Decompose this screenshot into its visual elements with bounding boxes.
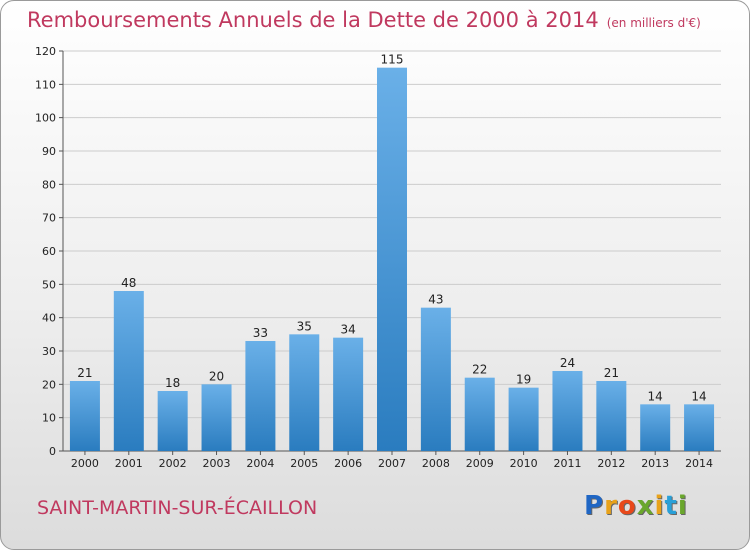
bar xyxy=(69,381,100,451)
y-tick-label: 80 xyxy=(42,178,56,191)
x-tick-label: 2008 xyxy=(422,457,450,470)
bar xyxy=(596,381,627,451)
y-tick-label: 120 xyxy=(35,45,56,58)
logo-letter: i xyxy=(677,491,688,521)
x-tick-label: 2000 xyxy=(71,457,99,470)
data-label: 34 xyxy=(340,323,355,337)
data-label: 22 xyxy=(472,363,487,377)
commune-name: SAINT-MARTIN-SUR-ÉCAILLON xyxy=(37,497,318,519)
data-label: 33 xyxy=(253,326,268,340)
bar xyxy=(464,377,495,451)
data-label: 115 xyxy=(381,53,404,67)
y-tick-label: 60 xyxy=(42,245,56,258)
data-label: 21 xyxy=(77,366,92,380)
y-tick-label: 0 xyxy=(49,445,56,458)
x-tick-label: 2006 xyxy=(334,457,362,470)
bar xyxy=(377,67,407,452)
bar xyxy=(420,307,451,451)
bar xyxy=(684,404,715,451)
x-tick-label: 2005 xyxy=(290,457,318,470)
bar xyxy=(552,371,583,451)
y-tick-label: 100 xyxy=(35,112,56,125)
chart-title: Remboursements Annuels de la Dette de 20… xyxy=(27,8,701,32)
x-tick-label: 2012 xyxy=(597,457,625,470)
data-label: 24 xyxy=(560,356,575,370)
x-tick-label: 2001 xyxy=(115,457,143,470)
bar xyxy=(201,384,232,451)
bar xyxy=(113,291,144,451)
data-label: 43 xyxy=(428,293,443,307)
y-tick-label: 10 xyxy=(42,412,56,425)
x-tick-label: 2010 xyxy=(510,457,538,470)
logo-letter: x xyxy=(636,491,655,521)
logo-letter: r xyxy=(604,491,618,521)
bar xyxy=(245,341,276,451)
x-tick-label: 2011 xyxy=(553,457,581,470)
y-tick-label: 70 xyxy=(42,212,56,225)
data-label: 20 xyxy=(209,369,224,383)
bar xyxy=(289,334,320,451)
y-tick-label: 20 xyxy=(42,378,56,391)
bar xyxy=(640,404,671,451)
data-label: 14 xyxy=(691,389,706,403)
data-label: 21 xyxy=(604,366,619,380)
data-label: 19 xyxy=(516,373,531,387)
bar xyxy=(157,391,188,451)
x-tick-label: 2003 xyxy=(203,457,231,470)
y-tick-label: 30 xyxy=(42,345,56,358)
logo-letter: P xyxy=(584,491,605,521)
x-tick-label: 2002 xyxy=(159,457,187,470)
x-tick-label: 2004 xyxy=(246,457,274,470)
x-tick-label: 2009 xyxy=(466,457,494,470)
data-label: 14 xyxy=(648,389,663,403)
logo-letter: t xyxy=(664,491,678,521)
y-tick-label: 90 xyxy=(42,145,56,158)
data-label: 35 xyxy=(297,319,312,333)
proxiti-logo: Proxiti xyxy=(584,491,688,521)
x-tick-label: 2014 xyxy=(685,457,713,470)
logo-letter: o xyxy=(617,491,637,521)
logo-letter: i xyxy=(654,491,665,521)
y-tick-label: 40 xyxy=(42,312,56,325)
data-label: 48 xyxy=(121,276,136,290)
bar xyxy=(508,387,539,451)
y-tick-label: 50 xyxy=(42,278,56,291)
chart-unit: (en milliers d'€) xyxy=(606,16,701,30)
x-tick-label: 2007 xyxy=(378,457,406,470)
bar xyxy=(333,337,364,451)
chart-title-text: Remboursements Annuels de la Dette de 20… xyxy=(27,8,599,32)
data-label: 18 xyxy=(165,376,180,390)
y-tick-label: 110 xyxy=(35,78,56,91)
x-tick-label: 2013 xyxy=(641,457,669,470)
